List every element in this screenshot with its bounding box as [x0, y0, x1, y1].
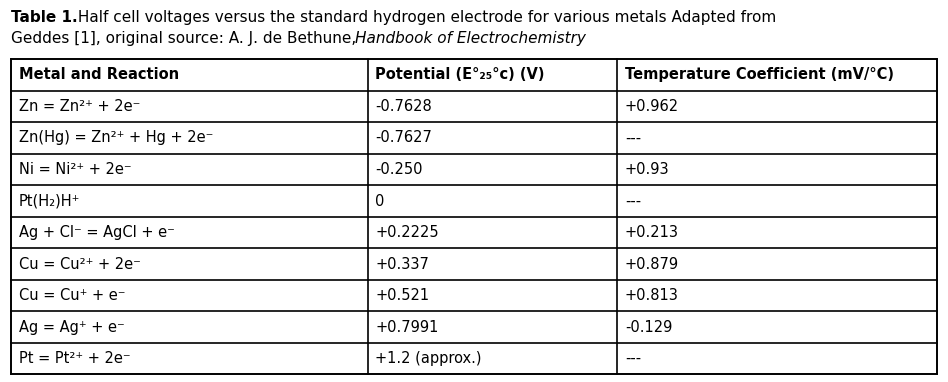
Text: +0.93: +0.93: [625, 162, 669, 177]
Text: +0.879: +0.879: [625, 257, 679, 272]
Text: Metal and Reaction: Metal and Reaction: [19, 68, 179, 83]
Text: Cu = Cu²⁺ + 2e⁻: Cu = Cu²⁺ + 2e⁻: [19, 257, 141, 272]
Text: ---: ---: [625, 131, 641, 146]
Text: Pt(H₂)H⁺: Pt(H₂)H⁺: [19, 194, 81, 209]
Text: Ni = Ni²⁺ + 2e⁻: Ni = Ni²⁺ + 2e⁻: [19, 162, 132, 177]
Text: -0.250: -0.250: [375, 162, 423, 177]
Text: +0.962: +0.962: [625, 99, 679, 114]
Text: +0.2225: +0.2225: [375, 225, 439, 240]
Text: Pt = Pt²⁺ + 2e⁻: Pt = Pt²⁺ + 2e⁻: [19, 351, 131, 366]
Text: +0.337: +0.337: [375, 257, 429, 272]
Text: Zn(Hg) = Zn²⁺ + Hg + 2e⁻: Zn(Hg) = Zn²⁺ + Hg + 2e⁻: [19, 131, 213, 146]
Text: 0: 0: [375, 194, 385, 209]
Text: +0.813: +0.813: [625, 288, 679, 303]
Text: +0.7991: +0.7991: [375, 320, 439, 335]
Text: Geddes [1], original source: A. J. de Bethune,: Geddes [1], original source: A. J. de Be…: [11, 31, 361, 45]
Text: Ag + Cl⁻ = AgCl + e⁻: Ag + Cl⁻ = AgCl + e⁻: [19, 225, 174, 240]
Text: -0.129: -0.129: [625, 320, 672, 335]
Text: +1.2 (approx.): +1.2 (approx.): [375, 351, 482, 366]
Text: -0.7627: -0.7627: [375, 131, 432, 146]
Bar: [11, 59, 937, 374]
Text: Half cell voltages versus the standard hydrogen electrode for various metals Ada: Half cell voltages versus the standard h…: [73, 10, 776, 24]
Text: Cu = Cu⁺ + e⁻: Cu = Cu⁺ + e⁻: [19, 288, 125, 303]
Text: +0.213: +0.213: [625, 225, 679, 240]
Text: Ag = Ag⁺ + e⁻: Ag = Ag⁺ + e⁻: [19, 320, 125, 335]
Text: Handbook of Electrochemistry: Handbook of Electrochemistry: [355, 31, 586, 45]
Text: Table 1.: Table 1.: [11, 10, 78, 24]
Text: -0.7628: -0.7628: [375, 99, 432, 114]
Text: ---: ---: [625, 351, 641, 366]
Text: Temperature Coefficient (mV/°C): Temperature Coefficient (mV/°C): [625, 68, 894, 83]
Text: Zn = Zn²⁺ + 2e⁻: Zn = Zn²⁺ + 2e⁻: [19, 99, 140, 114]
Text: +0.521: +0.521: [375, 288, 429, 303]
Text: ---: ---: [625, 194, 641, 209]
Text: Potential (E°₂₅°c) (V): Potential (E°₂₅°c) (V): [375, 68, 545, 83]
